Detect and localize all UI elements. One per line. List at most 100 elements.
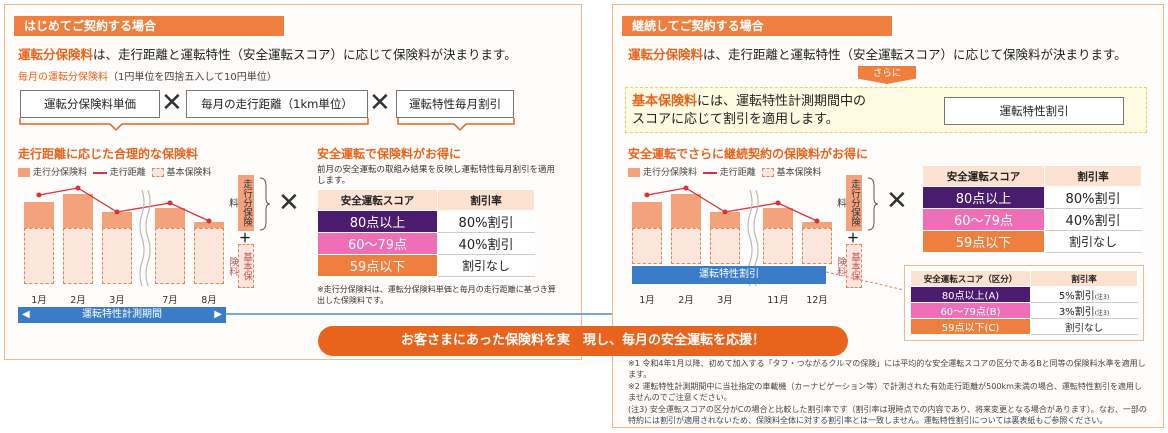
- unit-price-box: 運転分保険料単価: [20, 90, 160, 118]
- bar-2-base: [671, 228, 701, 264]
- month-label: 12月: [806, 295, 828, 306]
- times-icon: ✕: [161, 88, 183, 118]
- base-rest: には、運転特性計測期間中の: [697, 94, 867, 109]
- monthly-label: 毎月の運転分保険料: [18, 72, 108, 83]
- legend-fill-swatch: [18, 168, 30, 177]
- base-bold: 基本保険料: [632, 94, 698, 109]
- rate-cell: 80%割引: [1044, 186, 1142, 209]
- period-label: 運転特性計測期間: [82, 309, 162, 320]
- rate-cell: 40%割引: [1044, 208, 1142, 231]
- table-header-rate: 割引率: [1044, 165, 1142, 187]
- class-header-rate: 割引率: [1030, 270, 1138, 287]
- legend-dash-swatch: [761, 168, 774, 177]
- monthly-discount-box: 運転特性毎月割引: [396, 90, 514, 118]
- bar-2-top: [63, 194, 93, 228]
- right-plus: ＋: [847, 231, 860, 245]
- legend-line-label: 走行距離: [109, 168, 146, 178]
- month-label: 3月: [109, 295, 125, 306]
- bar-5-base: [194, 228, 224, 284]
- monthly-note: （1円単位を四捨五入して10円単位）: [108, 72, 277, 83]
- times-icon: ✕: [369, 88, 391, 118]
- class-score-cell: 80点以上(A): [910, 286, 1031, 303]
- left-lead-rest: は、走行距離と運転特性（安全運転スコア）に応じて保険料が決まります。: [93, 47, 517, 62]
- bar-3-top: [710, 212, 740, 228]
- sarani-tag: さらに: [858, 66, 916, 84]
- times-icon: ✕: [278, 188, 300, 218]
- period-right-arrow: ▶: [214, 309, 222, 320]
- note-2: ※2 運転特性計測期間中に当社指定の車載機（カーナビゲーション等）で計測された有…: [628, 382, 1142, 402]
- safe-desc: 前月の安全運転の取組み結果を反映し運転特性毎月割引を適用します。: [317, 165, 556, 186]
- right-vbox-base: 基本保険料: [835, 244, 862, 288]
- driving-discount-box: 運転特性割引: [944, 97, 1124, 125]
- score-cell: 59点以下: [922, 230, 1045, 253]
- bar-3-top: [102, 212, 132, 228]
- legend-dash-label: 基本保険料: [776, 168, 822, 178]
- right-distance-line: [644, 185, 820, 224]
- month-label: 7月: [162, 295, 178, 306]
- score-cell: 59点以下: [317, 254, 438, 277]
- month-label: 3月: [717, 295, 733, 306]
- class-score-cell: 59点以下(C): [910, 318, 1031, 335]
- monthly-line: 毎月の運転分保険料（1円単位を四捨五入して10円単位）: [18, 68, 277, 83]
- right-vbox-drive: 走行分保険料: [835, 175, 862, 231]
- left-chart-title: 走行距離に応じた合理的な保険料: [18, 147, 199, 161]
- month-label: 8月: [201, 295, 217, 306]
- left-panel-title: はじめてご契約する場合: [14, 16, 284, 36]
- legend-fill-label: 走行分保険料: [643, 168, 698, 178]
- left-footnote: ※走行分保険料は、運転分保険料単価と毎月の走行距離に基づき算出した保険料です。: [317, 285, 556, 305]
- table-header-score: 安全運転スコア: [317, 189, 438, 211]
- message-banner: お客さまにあった保険料を実 現し、毎月の安全運転を応援！: [318, 326, 848, 356]
- bar-1-base: [632, 228, 662, 264]
- right-panel-title: 継続してご契約する場合: [622, 16, 892, 36]
- left-legend: 走行分保険料 走行距離 基本保険料: [18, 165, 212, 178]
- score-cell: 60〜79点: [922, 208, 1045, 231]
- safe-title: 安全運転で保険料がお得に: [317, 147, 462, 161]
- left-brace: [259, 177, 270, 231]
- bar-1-top: [24, 202, 54, 228]
- bar-5-top: [194, 222, 224, 228]
- base-line2: スコアに応じて割引を適用します。: [632, 112, 839, 127]
- right-lead-rest: は、走行距離と運転特性（安全運転スコア）に応じて保険料が決まります。: [703, 47, 1127, 62]
- right-brace: [867, 177, 878, 231]
- axis-break: [139, 190, 151, 287]
- left-panel: [4, 4, 582, 360]
- class-score-cell: 60〜79点(B): [910, 302, 1031, 319]
- table-header-rate: 割引率: [437, 189, 535, 211]
- legend-fill-label: 走行分保険料: [33, 168, 88, 178]
- bar-1-base: [24, 228, 54, 284]
- bar-3-base: [102, 228, 132, 284]
- right-chart-title: 安全運転でさらに継続契約の保険料がお得に: [628, 147, 869, 161]
- score-cell: 80点以上: [317, 210, 438, 233]
- bar-2-top: [671, 194, 701, 228]
- note-3: (注3) 安全運転スコアの区分がCの場合と比較した割引率です（割引率は現時点での…: [628, 405, 1147, 425]
- legend-dash-label: 基本保険料: [166, 168, 212, 178]
- bar-4-top: [763, 208, 793, 228]
- left-period-bar: ◀ 運転特性計測期間 ▶: [18, 307, 226, 323]
- legend-line-swatch: [702, 171, 717, 174]
- left-vbox-base: 基本保険料: [227, 244, 254, 288]
- class-rate-note: (注3): [1094, 310, 1110, 317]
- score-cell: 60〜79点: [317, 232, 438, 255]
- month-label: 2月: [678, 295, 694, 306]
- distance-box: 毎月の走行距離（1km単位）: [186, 90, 368, 118]
- note-1: ※1 令和4年1月以降、初めて加入する「タフ・つながるクルマの保険」には平均的な…: [628, 359, 1146, 379]
- sarani-label: さらに: [872, 68, 902, 79]
- legend-dash-swatch: [151, 168, 164, 177]
- right-lead: 運転分保険料は、走行距離と運転特性（安全運転スコア）に応じて保険料が決まります。: [628, 44, 1127, 63]
- callout-line: [826, 271, 905, 291]
- left-distance-line: [36, 185, 212, 224]
- bar-1-top: [632, 202, 662, 228]
- right-legend: 走行分保険料 走行距離 基本保険料: [628, 165, 822, 178]
- rate-cell: 80%割引: [437, 210, 535, 233]
- class-header-score: 安全運転スコア（区分）: [910, 270, 1031, 287]
- rate-cell: 40%割引: [437, 232, 535, 255]
- class-score-table: 安全運転スコア（区分） 割引率 80点以上(A) 5%割引 (注3) 60〜79点…: [910, 270, 1138, 335]
- times-icon: ✕: [886, 186, 908, 216]
- legend-fill-swatch: [628, 168, 640, 177]
- class-rate: 5%割引: [1058, 291, 1095, 302]
- class-rate-cell: 割引なし: [1030, 318, 1138, 335]
- left-score-table: 安全運転スコア 割引率 80点以上 80%割引 60〜79点 40%割引 59点…: [317, 189, 535, 277]
- legend-line-swatch: [92, 171, 107, 174]
- bar-5-top: [802, 222, 832, 228]
- right-lead-bold: 運転分保険料: [628, 47, 704, 62]
